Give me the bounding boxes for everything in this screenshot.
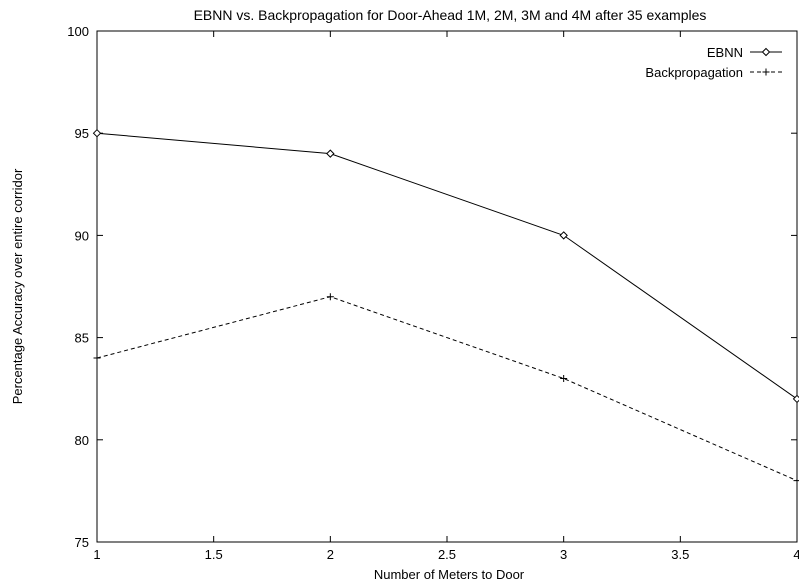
- x-tick-label-4: 3: [560, 547, 567, 562]
- y-axis-label: Percentage Accuracy over entire corridor: [10, 168, 25, 404]
- data-point-ebnn-1: [326, 149, 335, 158]
- x-tick-label-5: 3.5: [671, 547, 689, 562]
- legend-sample-backpropagation: [750, 68, 782, 76]
- x-tick-label-1: 1.5: [205, 547, 223, 562]
- x-axis-ticks: 1 1.5 2 2.5 3 3.5 4: [93, 31, 799, 562]
- data-point-ebnn-2: [559, 231, 568, 240]
- x-tick-label-0: 1: [93, 547, 100, 562]
- y-tick-label-2: 85: [75, 331, 89, 346]
- y-tick-label-1: 80: [75, 433, 89, 448]
- legend-sample-ebnn: [750, 47, 782, 57]
- data-point-backpropagation-0: [93, 354, 101, 362]
- x-tick-label-3: 2.5: [438, 547, 456, 562]
- y-tick-label-3: 90: [75, 228, 89, 243]
- data-point-backpropagation-1: [326, 293, 334, 301]
- x-tick-label-2: 2: [327, 547, 334, 562]
- y-tick-label-4: 95: [75, 126, 89, 141]
- legend-label-backpropagation: Backpropagation: [645, 65, 743, 80]
- data-point-backpropagation-3: [793, 477, 799, 485]
- series-line-backpropagation: [96, 296, 798, 482]
- legend-marker-ebnn: [761, 47, 771, 57]
- legend-label-ebnn: EBNN: [707, 45, 743, 60]
- series-group: [92, 128, 799, 485]
- series-backpropagation: [93, 293, 799, 485]
- series-ebnn: [92, 128, 799, 404]
- chart-title: EBNN vs. Backpropagation for Door-Ahead …: [194, 7, 707, 23]
- data-point-backpropagation-2: [560, 374, 568, 382]
- x-axis-label: Number of Meters to Door: [374, 567, 525, 582]
- data-point-ebnn-3: [792, 394, 799, 404]
- legend-marker-backpropagation: [762, 68, 770, 76]
- x-tick-label-6: 4: [793, 547, 799, 562]
- y-tick-label-5: 100: [67, 24, 89, 39]
- series-line-ebnn: [96, 132, 798, 400]
- y-tick-label-0: 75: [75, 535, 89, 550]
- legend: EBNN Backpropagation: [645, 45, 782, 80]
- y-axis-ticks: 75 80 85 90 95 100: [67, 24, 797, 550]
- data-point-ebnn-0: [92, 128, 102, 138]
